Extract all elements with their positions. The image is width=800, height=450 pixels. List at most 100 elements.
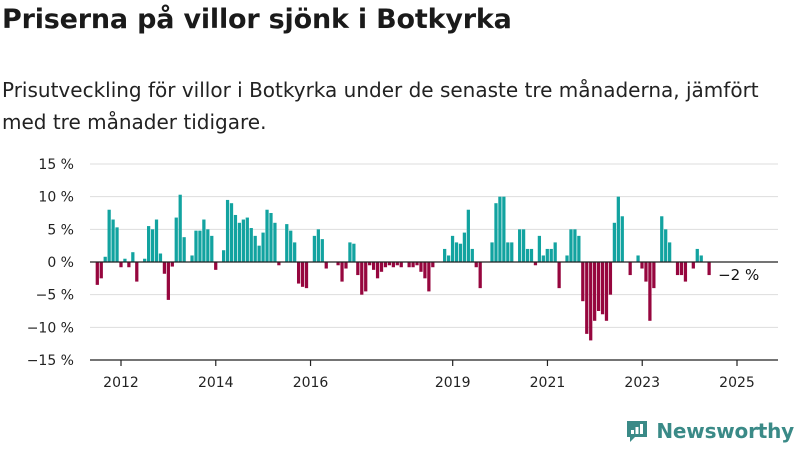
bar xyxy=(565,255,569,262)
bar xyxy=(490,242,494,262)
bar xyxy=(707,262,711,276)
bar xyxy=(162,262,167,274)
bar xyxy=(644,262,648,282)
bar xyxy=(443,248,447,262)
bar xyxy=(407,262,411,268)
bar xyxy=(545,248,549,262)
bar xyxy=(478,262,482,289)
bar xyxy=(158,253,163,262)
bar xyxy=(190,255,194,262)
bar xyxy=(593,262,597,321)
bar xyxy=(237,222,242,262)
bar xyxy=(348,242,352,262)
bar xyxy=(395,262,399,266)
bar xyxy=(423,262,427,279)
chart-title: Priserna på villor sjönk i Botkyrka xyxy=(2,4,512,35)
bar xyxy=(166,262,170,300)
bar xyxy=(636,255,640,262)
bar xyxy=(502,196,506,262)
y-tick-label: 10 % xyxy=(38,190,74,206)
bar xyxy=(391,262,395,268)
x-tick-label: 2019 xyxy=(435,375,471,391)
bar xyxy=(462,232,467,262)
bar xyxy=(182,237,186,262)
bar xyxy=(178,194,182,262)
bar xyxy=(549,248,553,262)
bar xyxy=(628,262,632,276)
bar xyxy=(612,222,617,262)
x-tick-label: 2023 xyxy=(624,375,660,391)
bar xyxy=(533,262,538,266)
bar xyxy=(604,262,609,321)
bar xyxy=(198,230,202,262)
bar xyxy=(150,229,155,262)
bar xyxy=(699,255,703,262)
bar xyxy=(521,229,526,262)
bar xyxy=(364,262,368,292)
bar xyxy=(221,250,226,262)
bar xyxy=(446,255,451,262)
bar xyxy=(304,262,309,289)
bar xyxy=(300,262,305,287)
bar xyxy=(245,217,249,262)
bar xyxy=(249,228,253,262)
bar xyxy=(589,262,593,341)
bar xyxy=(119,262,123,268)
bar xyxy=(668,242,672,262)
bar xyxy=(95,262,99,285)
bar xyxy=(691,262,695,269)
bar xyxy=(206,229,210,262)
bar xyxy=(371,262,376,270)
bar xyxy=(107,209,111,262)
bar xyxy=(652,262,656,289)
bar xyxy=(695,248,699,262)
bar xyxy=(569,229,573,262)
bar xyxy=(648,262,652,321)
bar xyxy=(324,262,328,269)
chart-subtitle: Prisutveckling för villor i Botkyrka und… xyxy=(2,78,759,134)
bar xyxy=(557,262,561,289)
bar xyxy=(225,199,230,262)
bar xyxy=(229,203,234,262)
bar xyxy=(450,235,455,262)
bar xyxy=(147,226,151,262)
bar xyxy=(316,229,320,262)
bar xyxy=(320,239,324,262)
bar xyxy=(210,235,214,262)
bar xyxy=(257,245,261,262)
bar xyxy=(261,232,265,262)
bar xyxy=(454,242,459,262)
bar xyxy=(269,213,273,262)
bar xyxy=(340,262,344,282)
bar xyxy=(585,262,589,334)
y-tick-label: 15 % xyxy=(38,157,74,173)
bar xyxy=(233,214,238,262)
bar xyxy=(312,235,317,262)
bar xyxy=(383,262,388,268)
bar xyxy=(135,262,139,282)
bar xyxy=(664,229,668,262)
bar-chart: 15 % 10 % 5 % 0 % −5 % −10 % −15 % 2012 2014 2016… xyxy=(27,157,778,391)
bar xyxy=(498,196,502,262)
bar xyxy=(379,262,384,272)
bar xyxy=(616,196,620,262)
bar xyxy=(660,216,664,262)
bar xyxy=(387,262,392,266)
y-tick-label: −15 % xyxy=(27,353,74,369)
bar xyxy=(296,262,301,284)
bar xyxy=(537,235,542,262)
bar xyxy=(103,256,107,262)
bar xyxy=(127,262,131,268)
brand-name: Newsworthy xyxy=(656,419,794,443)
x-tick-label: 2021 xyxy=(530,375,566,391)
bar xyxy=(344,262,348,269)
bar xyxy=(494,203,498,262)
bar xyxy=(608,262,613,295)
bar xyxy=(431,262,435,268)
bar xyxy=(411,262,415,268)
bar xyxy=(419,262,423,272)
bar xyxy=(111,219,115,262)
y-tick-label: −5 % xyxy=(36,288,74,304)
bar xyxy=(115,227,119,262)
bar xyxy=(285,224,289,262)
